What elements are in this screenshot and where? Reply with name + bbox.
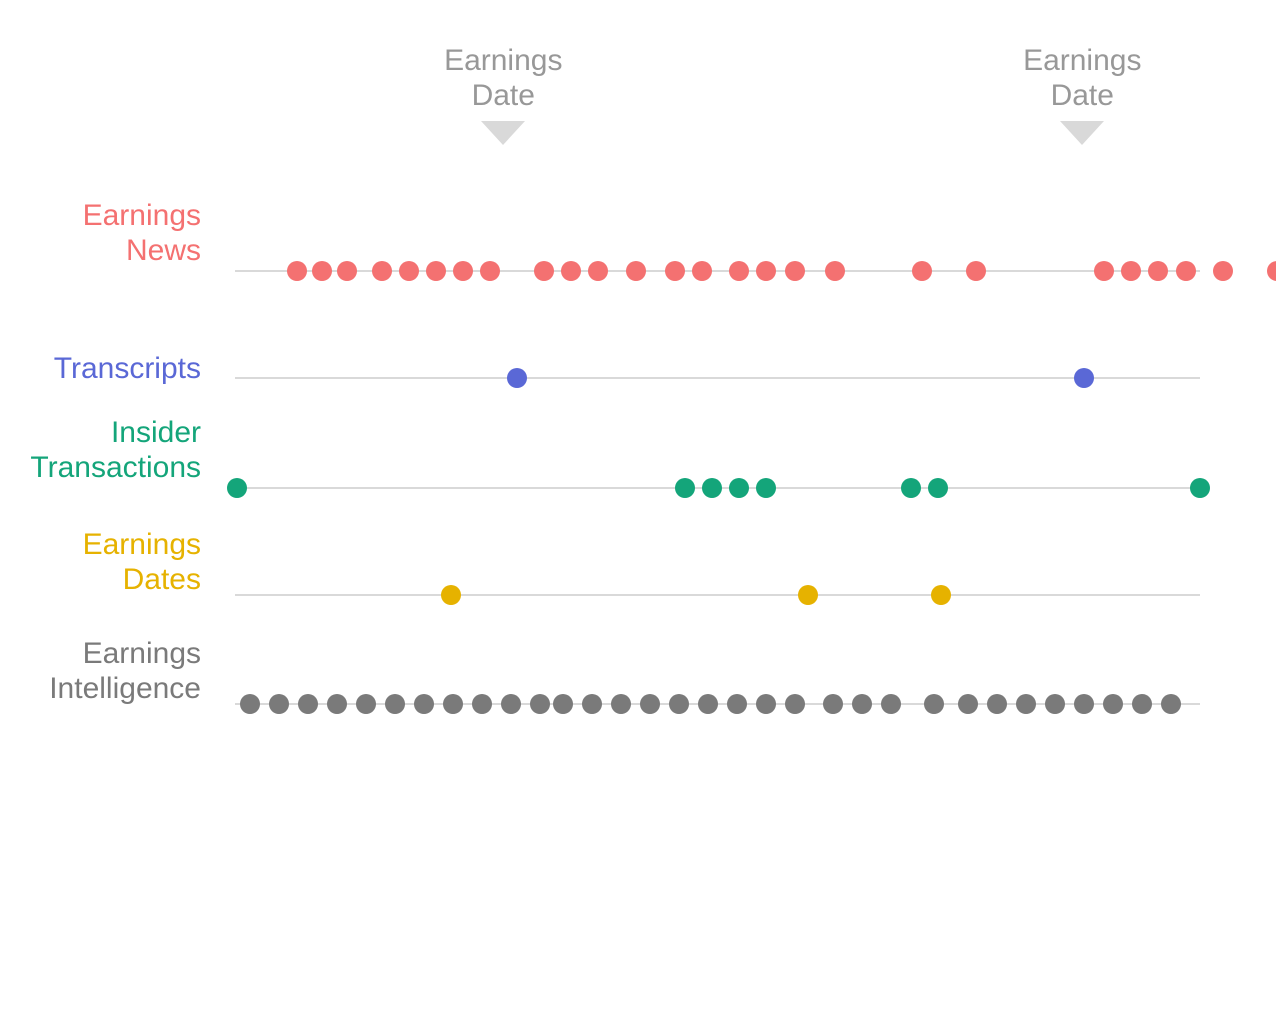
data-point (1190, 478, 1210, 498)
data-point (1016, 694, 1036, 714)
row-label-insider-transactions: Insider Transactions (30, 416, 201, 485)
data-point (507, 368, 527, 388)
data-point (692, 261, 712, 281)
data-point (665, 261, 685, 281)
row-label-earnings-dates: Earnings Dates (83, 528, 201, 597)
data-point (823, 694, 843, 714)
data-point (414, 694, 434, 714)
row-label-earnings-news: Earnings News (83, 199, 201, 268)
data-point (626, 261, 646, 281)
data-point (312, 261, 332, 281)
data-point (698, 694, 718, 714)
data-point (1161, 694, 1181, 714)
data-point (561, 261, 581, 281)
data-point (987, 694, 1007, 714)
data-point (958, 694, 978, 714)
row-label-line: Transactions (30, 451, 201, 486)
data-point (852, 694, 872, 714)
data-point (534, 261, 554, 281)
marker-label-line2: Date (992, 79, 1172, 114)
data-point (1132, 694, 1152, 714)
timeline-chart: Earnings Date Earnings Date Earnings New… (0, 0, 1276, 1020)
chevron-down-icon (992, 121, 1172, 145)
data-point (756, 261, 776, 281)
data-point (727, 694, 747, 714)
row-label-earnings-intelligence: Earnings Intelligence (49, 637, 201, 706)
row-label-line: Earnings (83, 528, 201, 563)
data-point (426, 261, 446, 281)
data-point (472, 694, 492, 714)
data-point (453, 261, 473, 281)
data-point (298, 694, 318, 714)
data-point (501, 694, 521, 714)
data-point (1176, 261, 1196, 281)
data-point (669, 694, 689, 714)
data-point (385, 694, 405, 714)
data-point (1148, 261, 1168, 281)
data-point (1094, 261, 1114, 281)
data-point (399, 261, 419, 281)
data-point (441, 585, 461, 605)
data-point (443, 694, 463, 714)
data-point (1213, 261, 1233, 281)
data-point (1103, 694, 1123, 714)
data-point (1074, 694, 1094, 714)
data-point (675, 478, 695, 498)
data-point (729, 478, 749, 498)
data-point (756, 478, 776, 498)
marker-label-line2: Date (413, 79, 593, 114)
marker-label-line1: Earnings (413, 44, 593, 79)
data-point (756, 694, 776, 714)
data-point (372, 261, 392, 281)
data-point (928, 478, 948, 498)
data-point (582, 694, 602, 714)
data-point (287, 261, 307, 281)
data-point (269, 694, 289, 714)
data-point (901, 478, 921, 498)
row-label-line: Earnings (49, 637, 201, 672)
data-point (240, 694, 260, 714)
row-axis (235, 377, 1200, 379)
data-point (356, 694, 376, 714)
row-label-line: Insider (30, 416, 201, 451)
data-point (785, 261, 805, 281)
row-label-line: Intelligence (49, 672, 201, 707)
data-point (825, 261, 845, 281)
row-label-transcripts: Transcripts (54, 352, 201, 387)
data-point (640, 694, 660, 714)
data-point (912, 261, 932, 281)
data-point (553, 694, 573, 714)
data-point (924, 694, 944, 714)
data-point (785, 694, 805, 714)
earnings-date-marker: Earnings Date (992, 44, 1172, 145)
data-point (588, 261, 608, 281)
data-point (227, 478, 247, 498)
data-point (530, 694, 550, 714)
data-point (798, 585, 818, 605)
row-label-line: News (83, 234, 201, 269)
earnings-date-marker: Earnings Date (413, 44, 593, 145)
data-point (1074, 368, 1094, 388)
data-point (611, 694, 631, 714)
data-point (881, 694, 901, 714)
data-point (966, 261, 986, 281)
data-point (729, 261, 749, 281)
data-point (327, 694, 347, 714)
data-point (1045, 694, 1065, 714)
data-point (480, 261, 500, 281)
row-label-line: Transcripts (54, 352, 201, 387)
row-axis (235, 594, 1200, 596)
chevron-down-icon (413, 121, 593, 145)
row-label-line: Earnings (83, 199, 201, 234)
data-point (1121, 261, 1141, 281)
data-point (931, 585, 951, 605)
data-point (702, 478, 722, 498)
data-point (1267, 261, 1276, 281)
row-label-line: Dates (83, 563, 201, 598)
marker-label-line1: Earnings (992, 44, 1172, 79)
data-point (337, 261, 357, 281)
